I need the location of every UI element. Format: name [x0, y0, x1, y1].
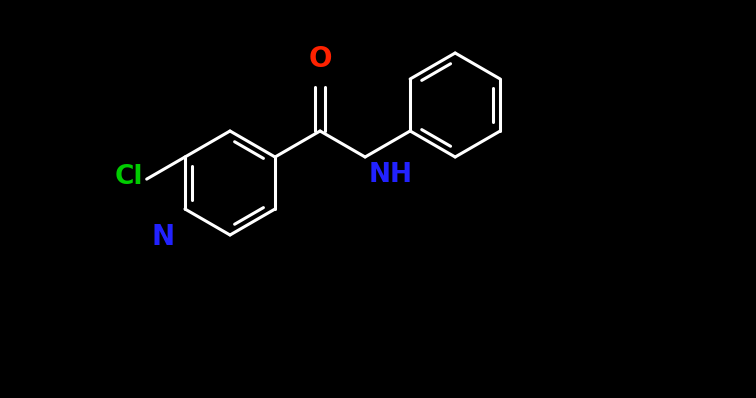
Text: NH: NH: [369, 162, 413, 188]
Text: Cl: Cl: [114, 164, 143, 190]
Text: O: O: [308, 45, 332, 73]
Text: N: N: [152, 223, 175, 251]
